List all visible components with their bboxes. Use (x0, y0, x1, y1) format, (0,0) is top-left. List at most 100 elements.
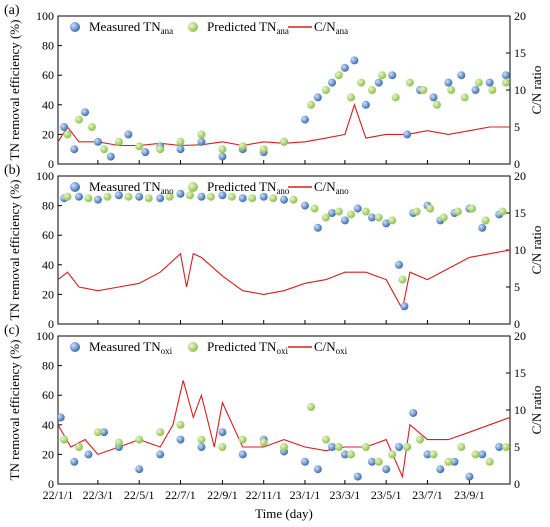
legend-label: Measured TNana (89, 19, 173, 36)
predicted-point (60, 435, 69, 444)
y2-tick-label: 15 (514, 366, 526, 380)
predicted-point (248, 194, 257, 203)
measured-point (465, 472, 474, 481)
measured-point (444, 78, 453, 87)
predicted-point (501, 443, 510, 451)
predicted-point (103, 192, 112, 201)
measured-point (350, 56, 359, 65)
y-axis-title-a: TN removal efficiency (%) (7, 20, 22, 161)
predicted-point (447, 86, 456, 94)
predicted-point (374, 457, 383, 466)
x-tick-label: 22/7/1 (165, 488, 196, 502)
legend-predicted-marker (188, 182, 198, 192)
predicted-point (93, 428, 102, 437)
plot-area (58, 189, 510, 311)
y-tick-label: 20 (42, 127, 54, 141)
predicted-point (227, 192, 236, 201)
measured-point (58, 413, 65, 422)
measured-point (382, 219, 391, 228)
measured-point (457, 71, 466, 80)
y-tick-label: 60 (42, 388, 54, 402)
measured-point (361, 100, 370, 109)
predicted-point (346, 450, 355, 459)
predicted-point (135, 142, 144, 151)
predicted-point (84, 194, 93, 203)
panel-b-plot: 0 20 40 60 80 100 0 5 10 15 20 Measured TNano Predic… (36, 169, 526, 331)
y-tick-label: 0 (48, 477, 54, 491)
legend: Measured TNana Predicted TNana C/Nana (70, 19, 348, 36)
measured-point (340, 450, 349, 459)
predicted-point (307, 100, 316, 109)
panel-c: 0 20 40 60 80 100 0 5 10 15 20 22/1/1 22/3/1 22/5/1 22… (4, 323, 526, 502)
legend: Measured TNano Predicted TNano C/Nano (70, 179, 349, 196)
x-tick-label: 22/1/1 (43, 488, 74, 502)
predicted-point (405, 78, 414, 87)
predicted-point (156, 428, 165, 437)
predicted-point (460, 93, 469, 102)
measured-point (395, 260, 404, 269)
y2-tick-label: 10 (514, 83, 526, 97)
legend-predicted-marker (188, 22, 198, 32)
measured-point (367, 457, 376, 466)
measured-point (313, 93, 322, 102)
measured-point (280, 195, 288, 204)
measured-point (74, 192, 83, 201)
x-tick-label: 23/5/1 (371, 488, 402, 502)
y2-tick-label: 0 (514, 157, 520, 171)
y2-tick-label: 20 (514, 169, 526, 183)
measured-point (367, 213, 376, 222)
predicted-point (419, 86, 428, 94)
measured-point (395, 443, 404, 451)
legend-measured-marker (70, 342, 80, 352)
predicted-point (218, 443, 227, 451)
measured-point (495, 443, 504, 451)
measured-point (374, 78, 383, 87)
y2-tick-label: 5 (514, 120, 520, 134)
predicted-point (176, 420, 185, 429)
y2-tick-label: 20 (514, 9, 526, 23)
predicted-point (334, 207, 343, 216)
predicted-point (259, 438, 268, 447)
predicted-point (457, 443, 466, 451)
predicted-point (357, 78, 366, 87)
measured-point (328, 443, 337, 451)
predicted-point (412, 207, 421, 216)
predicted-point (429, 450, 438, 459)
panel-c-plot: 0 20 40 60 80 100 0 5 10 15 20 22/1/1 22/3/1 22/5/1 22… (36, 329, 526, 502)
plot-area (58, 380, 510, 481)
measured-point (436, 465, 445, 474)
x-axis-title: Time (day) (255, 506, 313, 521)
measured-point (176, 145, 185, 154)
legend-label: Predicted TNano (207, 179, 290, 196)
predicted-point (74, 443, 83, 451)
predicted-point (485, 457, 494, 466)
measured-point (340, 216, 349, 225)
y2-tick-label: 10 (514, 403, 526, 417)
x-tick-label: 22/11/1 (246, 488, 282, 502)
measured-point (156, 450, 165, 459)
measured-point (197, 137, 206, 146)
y-tick-label: 80 (42, 199, 54, 213)
measured-point (218, 152, 227, 161)
predicted-point (197, 435, 206, 444)
predicted-point (87, 123, 96, 131)
predicted-point (269, 194, 278, 203)
panel-b-label: (b) (4, 163, 21, 178)
measured-point (423, 450, 432, 459)
measured-point (93, 195, 102, 204)
predicted-point (468, 204, 477, 213)
panel-a-plot: 0 20 40 60 80 100 0 5 10 15 20 Measured TNana Predic… (36, 9, 526, 171)
predicted-point (367, 86, 376, 94)
predicted-point (63, 192, 72, 201)
y2-tick-label: 15 (514, 46, 526, 60)
y-tick-label: 0 (48, 317, 54, 331)
measured-point (84, 450, 93, 459)
panel-c-label: (c) (4, 323, 20, 338)
x-tick-label: 22/5/1 (124, 488, 155, 502)
measured-point (70, 145, 79, 154)
predicted-point (310, 204, 319, 213)
predicted-point (474, 78, 483, 87)
predicted-point (144, 194, 153, 203)
y-tick-label: 80 (42, 39, 54, 53)
measured-point (300, 457, 309, 466)
